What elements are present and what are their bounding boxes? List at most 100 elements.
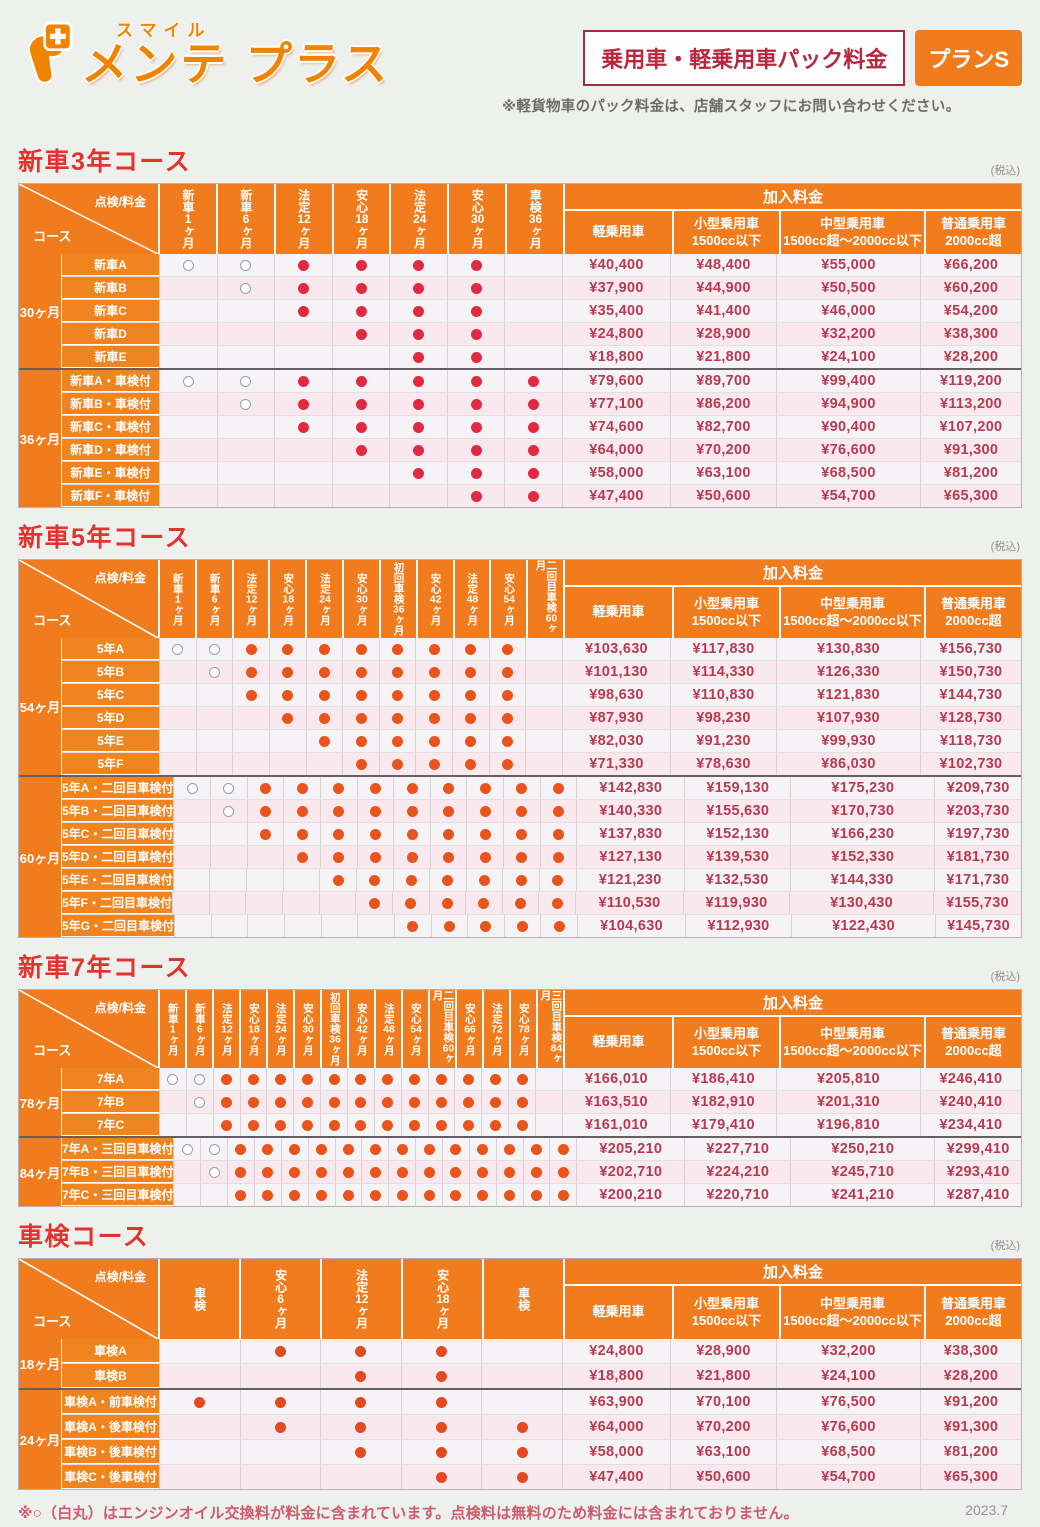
inspection-col-header: 法定24ヶ月 xyxy=(389,184,447,254)
included-dot-icon xyxy=(528,490,540,502)
included-dot-icon xyxy=(465,735,477,747)
course-row: 新車D ¥24,800 ¥28,900 ¥32,200 ¥38,300 xyxy=(62,323,1021,346)
mark-cell xyxy=(209,777,247,799)
price-cell: ¥101,130 xyxy=(562,661,670,683)
mark-cell xyxy=(305,638,343,660)
mark-cell xyxy=(389,393,447,415)
included-dot-icon xyxy=(428,735,440,747)
oil-change-circle-icon xyxy=(208,666,220,678)
mark-cell xyxy=(245,869,283,891)
mark-cell xyxy=(400,1465,482,1489)
course-row: 5年A ¥103,630 ¥117,830 ¥130,830 ¥156,730 xyxy=(62,638,1021,661)
included-dot-icon xyxy=(516,805,528,817)
course-row: 新車C ¥35,400 ¥41,400 ¥46,000 ¥54,200 xyxy=(62,300,1021,323)
corner-bottom-label: コース xyxy=(33,1314,72,1329)
mark-cell xyxy=(428,892,466,914)
included-dot-icon xyxy=(406,828,418,840)
included-dot-icon xyxy=(355,1396,367,1408)
included-dot-icon xyxy=(515,897,527,909)
mark-cell xyxy=(504,300,562,322)
mark-cell xyxy=(522,1161,550,1183)
mark-cell xyxy=(266,1091,293,1113)
included-dot-icon xyxy=(333,782,345,794)
included-dot-icon xyxy=(274,1396,286,1408)
mark-cell xyxy=(525,661,562,683)
price-cell: ¥28,900 xyxy=(670,1339,776,1363)
mark-cell xyxy=(495,1138,523,1160)
included-dot-icon xyxy=(355,444,367,456)
oil-change-circle-icon xyxy=(194,1073,206,1085)
mark-cell xyxy=(400,1440,482,1464)
price-cell: ¥74,600 xyxy=(562,416,670,438)
price-cell: ¥127,130 xyxy=(576,846,684,868)
included-dot-icon xyxy=(282,689,294,701)
mark-cell xyxy=(293,1091,320,1113)
included-dot-icon xyxy=(450,1189,462,1201)
oil-change-circle-icon xyxy=(223,805,235,817)
inspection-col-header: 法定12ヶ月 xyxy=(273,184,332,254)
price-cell: ¥24,100 xyxy=(776,1364,920,1388)
course-row: 7年B ¥163,510 ¥182,910 ¥201,310 ¥240,410 xyxy=(62,1091,1021,1114)
price-cell: ¥82,700 xyxy=(670,416,776,438)
mark-cell xyxy=(504,346,562,368)
included-dot-icon xyxy=(443,828,455,840)
course-label: 5年D・二回目車検付 xyxy=(62,846,174,868)
mark-cell xyxy=(159,254,217,276)
course-row: 新車A・車検付 ¥79,600 ¥89,700 ¥99,400 ¥119,200 xyxy=(62,370,1021,393)
mark-cell xyxy=(159,638,196,660)
tax-note: (税込) xyxy=(990,165,1020,177)
mark-cell xyxy=(393,777,430,799)
course-row: 5年E ¥82,030 ¥91,230 ¥99,930 ¥118,730 xyxy=(62,730,1021,753)
mark-cell xyxy=(239,1091,267,1113)
inspection-col-header: 安心66ヶ月 xyxy=(455,990,482,1068)
course-row: 7年B・三回目車検付 ¥202,710 ¥224,210 ¥245,710 ¥293,4… xyxy=(62,1161,1021,1184)
price-cell: ¥119,200 xyxy=(920,370,1021,392)
price-cell: ¥241,210 xyxy=(790,1184,934,1206)
price-cell: ¥98,630 xyxy=(562,684,670,706)
included-dot-icon xyxy=(479,874,491,886)
mark-cell xyxy=(173,777,210,799)
price-cell: ¥70,200 xyxy=(670,1415,776,1439)
mark-cell xyxy=(208,892,246,914)
included-dot-icon xyxy=(470,351,482,363)
course-row: 新車B ¥37,900 ¥44,900 ¥50,500 ¥60,200 xyxy=(62,277,1021,300)
price-cell: ¥63,100 xyxy=(670,1440,776,1464)
included-dot-icon xyxy=(489,1073,501,1085)
mark-cell xyxy=(525,638,562,660)
included-dot-icon xyxy=(318,689,330,701)
mark-cell xyxy=(280,1184,308,1206)
included-dot-icon xyxy=(502,758,514,770)
inspection-col-header: 新車1ヶ月 xyxy=(166,1002,179,1056)
included-dot-icon xyxy=(477,1166,489,1178)
mark-cell xyxy=(320,1339,401,1363)
included-dot-icon xyxy=(355,1370,367,1382)
included-dot-icon xyxy=(296,782,308,794)
included-dot-icon xyxy=(355,259,367,271)
inspection-col-header: 新車6ヶ月 xyxy=(194,560,232,638)
inspection-col-header: 新車6ヶ月 xyxy=(185,990,212,1068)
tax-note: (税込) xyxy=(990,971,1020,983)
mark-cell xyxy=(246,777,284,799)
included-dot-icon xyxy=(369,1166,381,1178)
mark-cell xyxy=(331,323,390,345)
included-dot-icon xyxy=(443,782,455,794)
price-cell: ¥152,130 xyxy=(684,823,790,845)
inspection-col-header: 車検 xyxy=(192,1287,207,1311)
course-label: 5年E・二回目車検付 xyxy=(62,869,173,891)
mark-cell xyxy=(427,1114,455,1136)
price-cell: ¥65,300 xyxy=(920,485,1021,507)
mark-cell xyxy=(481,1440,562,1464)
included-dot-icon xyxy=(553,782,565,794)
inspection-col-header: 安心18ヶ月 xyxy=(401,1259,482,1339)
included-dot-icon xyxy=(245,666,257,678)
course-label: 新車A・車検付 xyxy=(62,370,159,392)
price-cell: ¥54,700 xyxy=(776,485,920,507)
vehicle-class-header: 小型乗用車 1500cc以下 xyxy=(672,211,779,254)
mark-cell xyxy=(540,915,577,937)
included-dot-icon xyxy=(428,643,440,655)
price-cell: ¥107,930 xyxy=(776,707,920,729)
included-dot-icon xyxy=(274,1421,286,1433)
mark-cell xyxy=(465,869,503,891)
mark-cell xyxy=(239,1114,267,1136)
included-dot-icon xyxy=(332,874,344,886)
